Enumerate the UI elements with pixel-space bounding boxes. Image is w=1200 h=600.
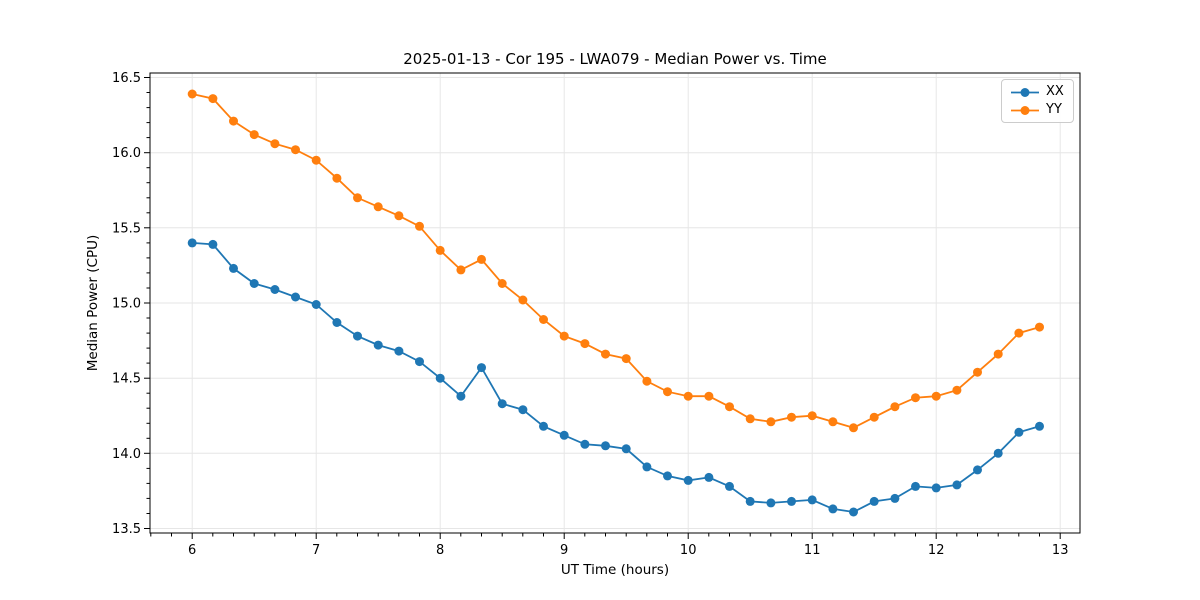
legend-item-yy: YY bbox=[1010, 103, 1064, 117]
legend-line-marker-icon bbox=[1011, 105, 1039, 115]
svg-text:16.5: 16.5 bbox=[112, 71, 141, 86]
svg-text:6: 6 bbox=[188, 543, 196, 558]
y-axis-label: Median Power (CPU) bbox=[85, 235, 101, 371]
axis-ticks bbox=[144, 77, 1061, 539]
legend: XX YY bbox=[1001, 79, 1074, 123]
svg-text:15.5: 15.5 bbox=[112, 221, 141, 236]
svg-text:13.5: 13.5 bbox=[112, 522, 141, 537]
svg-text:14.0: 14.0 bbox=[112, 447, 141, 462]
gridlines bbox=[150, 73, 1080, 533]
svg-text:14.5: 14.5 bbox=[112, 372, 141, 387]
legend-label: YY bbox=[1046, 102, 1062, 117]
svg-text:15.0: 15.0 bbox=[112, 297, 141, 312]
svg-text:16.0: 16.0 bbox=[112, 146, 141, 161]
tick-labels: 6 7 8 9 10 11 12 13 13.5 14.0 14.5 15.0 15.5 16.0 16.5 bbox=[112, 71, 1068, 558]
svg-text:9: 9 bbox=[560, 543, 568, 558]
svg-text:12: 12 bbox=[928, 543, 945, 558]
legend-item-xx: XX bbox=[1010, 85, 1064, 99]
svg-text:13: 13 bbox=[1052, 543, 1069, 558]
svg-text:10: 10 bbox=[680, 543, 697, 558]
legend-label: XX bbox=[1046, 84, 1064, 99]
x-axis-label: UT Time (hours) bbox=[561, 562, 669, 578]
svg-text:8: 8 bbox=[436, 543, 444, 558]
series-layer bbox=[187, 89, 1044, 517]
legend-line-marker-icon bbox=[1011, 87, 1039, 97]
svg-text:7: 7 bbox=[312, 543, 320, 558]
chart-title: 2025-01-13 - Cor 195 - LWA079 - Median P… bbox=[403, 50, 827, 68]
svg-text:11: 11 bbox=[804, 543, 821, 558]
